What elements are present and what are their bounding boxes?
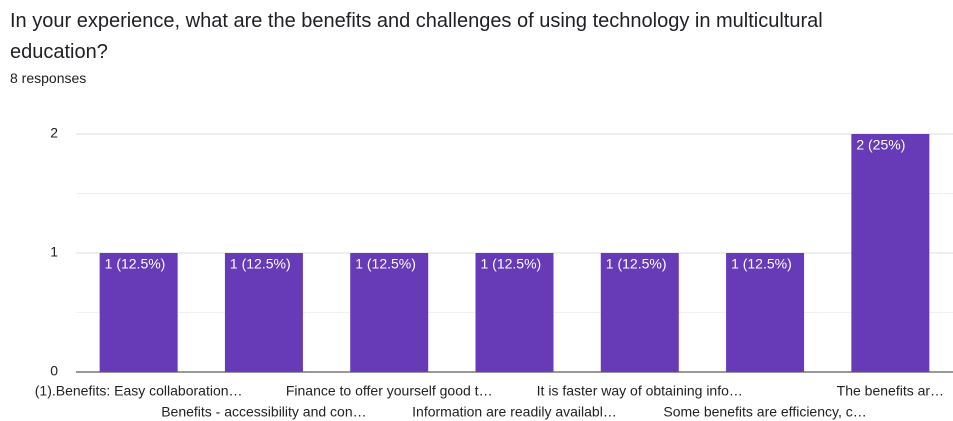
x-tick-label: Some benefits are efficiency, c…	[663, 404, 866, 420]
x-tick-label: It is faster way of obtaining info…	[537, 383, 743, 399]
x-tick-label: Finance to offer yourself good t…	[286, 383, 493, 399]
bar	[600, 253, 679, 372]
x-tick-label: (1).Benefits: Easy collaboration…	[35, 383, 243, 399]
data-label: 1 (12.5%)	[105, 256, 166, 272]
bar	[350, 253, 429, 372]
bar	[99, 253, 178, 372]
data-label: 1 (12.5%)	[355, 256, 416, 272]
data-label: 1 (12.5%)	[731, 256, 792, 272]
y-tick-label: 1	[50, 244, 58, 260]
y-tick-label: 0	[50, 363, 58, 379]
header: In your experience, what are the benefit…	[10, 6, 910, 86]
data-label: 1 (12.5%)	[230, 256, 291, 272]
question-title: In your experience, what are the benefit…	[10, 10, 823, 63]
data-label: 1 (12.5%)	[606, 256, 667, 272]
response-count: 8 responses	[10, 70, 87, 86]
bar	[726, 253, 805, 372]
x-tick-label: Benefits - accessibility and con…	[161, 404, 366, 420]
x-tick-label: Information are readily availabl…	[412, 404, 617, 420]
data-label: 1 (12.5%)	[481, 256, 542, 272]
y-tick-label: 2	[50, 125, 58, 141]
bar	[224, 253, 303, 372]
bar	[475, 253, 554, 372]
x-tick-label: The benefits ar…	[837, 383, 944, 399]
data-label: 2 (25%)	[856, 137, 905, 153]
bar	[851, 134, 930, 372]
